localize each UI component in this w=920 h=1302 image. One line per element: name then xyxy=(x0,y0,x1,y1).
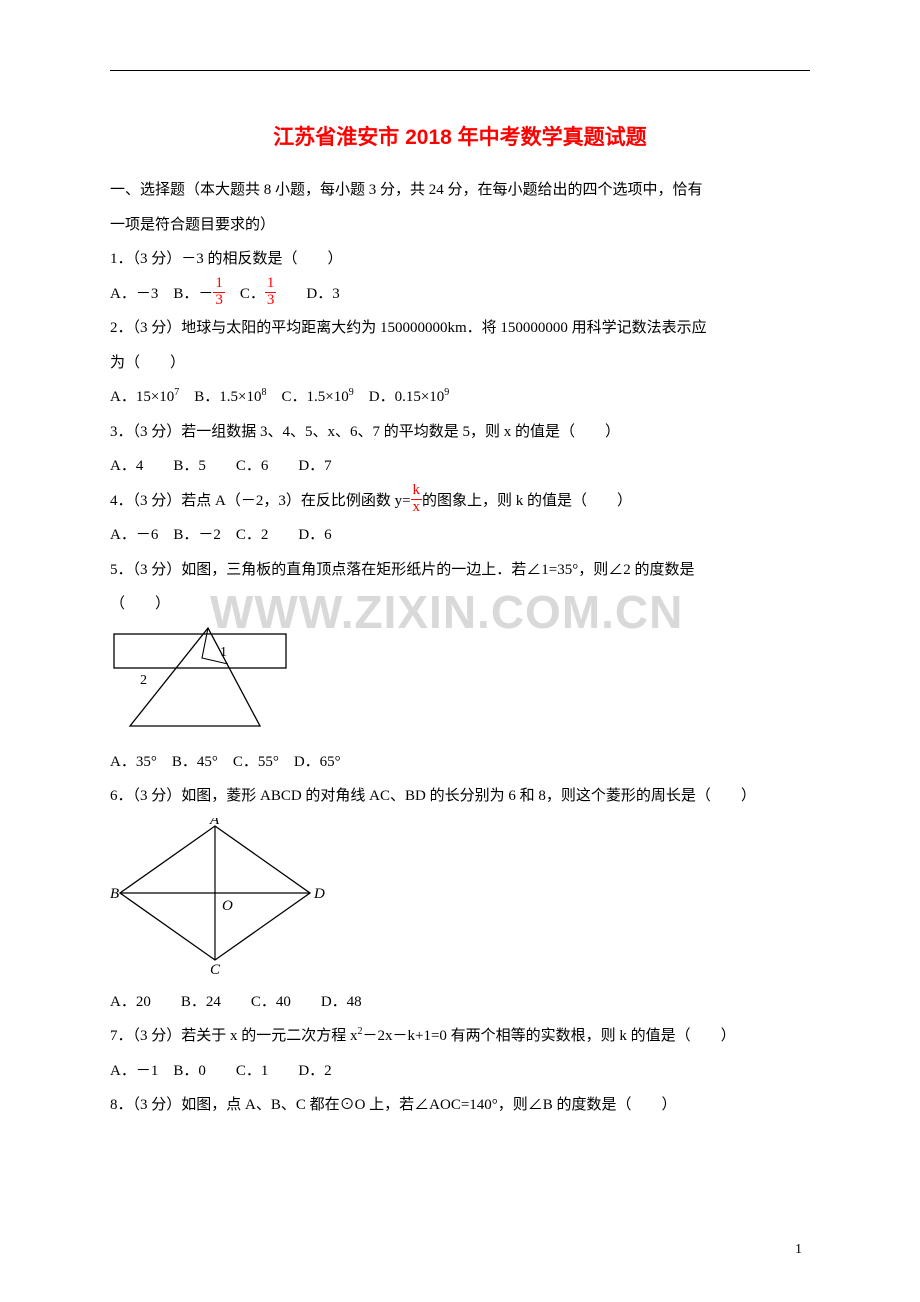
q5-label-2: 2 xyxy=(140,673,147,688)
q3-options: A．4 B．5 C．6 D．7 xyxy=(110,449,810,484)
q6-figure: A B C D O xyxy=(110,818,810,981)
q7-mid: －2x－k+1=0 有两个相等的实数根，则 k 的值是（ ） xyxy=(363,1028,736,1044)
q1-opt-post: D．3 xyxy=(276,286,339,302)
q6-svg: A B C D O xyxy=(110,818,325,976)
section-intro-2: 一项是符合题目要求的） xyxy=(110,208,810,243)
q5-label-1: 1 xyxy=(220,645,227,660)
q2-stem-1: 2．（3 分）地球与太阳的平均距离大约为 150000000km．将 15000… xyxy=(110,311,810,346)
q2-options: A．15×107 B．1.5×108 C．1.5×109 D．0.15×109 xyxy=(110,380,810,415)
q6-options: A．20 B．24 C．40 D．48 xyxy=(110,985,810,1020)
q1-opt-mid: C． xyxy=(225,286,265,302)
header-rule xyxy=(110,70,810,71)
q6-label-o: O xyxy=(222,898,233,914)
q5-options: A．35° B．45° C．55° D．65° xyxy=(110,745,810,780)
q2-opt-b: B．1.5×10 xyxy=(179,389,261,405)
q7-pre: 7．（3 分）若关于 x 的一元二次方程 x xyxy=(110,1028,358,1044)
q5-stem-1: 5．（3 分）如图，三角板的直角顶点落在矩形纸片的一边上．若∠1=35°，则∠2… xyxy=(110,553,810,588)
q2-opt-c: C．1.5×10 xyxy=(267,389,349,405)
page-number: 1 xyxy=(795,1242,802,1258)
q6-label-b: B xyxy=(110,886,119,902)
fraction-1-3-b: 13 xyxy=(265,276,277,309)
q2-opt-a: A．15×10 xyxy=(110,389,174,405)
q4-post: 的图象上，则 k 的值是（ ） xyxy=(422,493,632,509)
q6-label-c: C xyxy=(210,962,221,976)
q8-stem: 8．（3 分）如图，点 A、B、C 都在⊙O 上，若∠AOC=140°，则∠B … xyxy=(110,1088,810,1123)
q6-label-d: D xyxy=(313,886,325,902)
q1-stem: 1．（3 分）－3 的相反数是（ ） xyxy=(110,242,810,277)
exam-title: 江苏省淮安市 2018 年中考数学真题试题 xyxy=(110,121,810,151)
q4-pre: 4．（3 分）若点 A（－2，3）在反比例函数 y= xyxy=(110,493,411,509)
q5-figure: 1 2 xyxy=(110,626,810,741)
q3-stem: 3．（3 分）若一组数据 3、4、5、x、6、7 的平均数是 5，则 x 的值是… xyxy=(110,415,810,450)
page-content: 江苏省淮安市 2018 年中考数学真题试题 一、选择题（本大题共 8 小题，每小… xyxy=(110,70,810,1123)
q2-stem-2: 为（ ） xyxy=(110,346,810,381)
q1-opt-a-pre: A．－3 B．－ xyxy=(110,286,213,302)
q6-label-a: A xyxy=(209,818,220,828)
section-intro-1: 一、选择题（本大题共 8 小题，每小题 3 分，共 24 分，在每小题给出的四个… xyxy=(110,173,810,208)
q5-rect xyxy=(114,634,286,668)
q5-stem-2: （ ） xyxy=(110,587,810,622)
q2-opt-d: D．0.15×10 xyxy=(354,389,445,405)
fraction-k-x: kx xyxy=(411,483,423,516)
q1-options: A．－3 B．－13 C．13 D．3 xyxy=(110,277,810,312)
q7-stem: 7．（3 分）若关于 x 的一元二次方程 x2－2x－k+1=0 有两个相等的实… xyxy=(110,1019,810,1054)
q5-triangle xyxy=(130,628,260,726)
q5-svg: 1 2 xyxy=(110,626,290,736)
fraction-1-3-a: 13 xyxy=(213,276,225,309)
q4-options: A．－6 B．－2 C．2 D．6 xyxy=(110,518,810,553)
q2-opt-d-sup: 9 xyxy=(444,387,449,398)
q7-options: A．－1 B．0 C．1 D．2 xyxy=(110,1054,810,1089)
q4-stem: 4．（3 分）若点 A（－2，3）在反比例函数 y=kx的图象上，则 k 的值是… xyxy=(110,484,810,519)
q6-stem: 6．（3 分）如图，菱形 ABCD 的对角线 AC、BD 的长分别为 6 和 8… xyxy=(110,779,810,814)
